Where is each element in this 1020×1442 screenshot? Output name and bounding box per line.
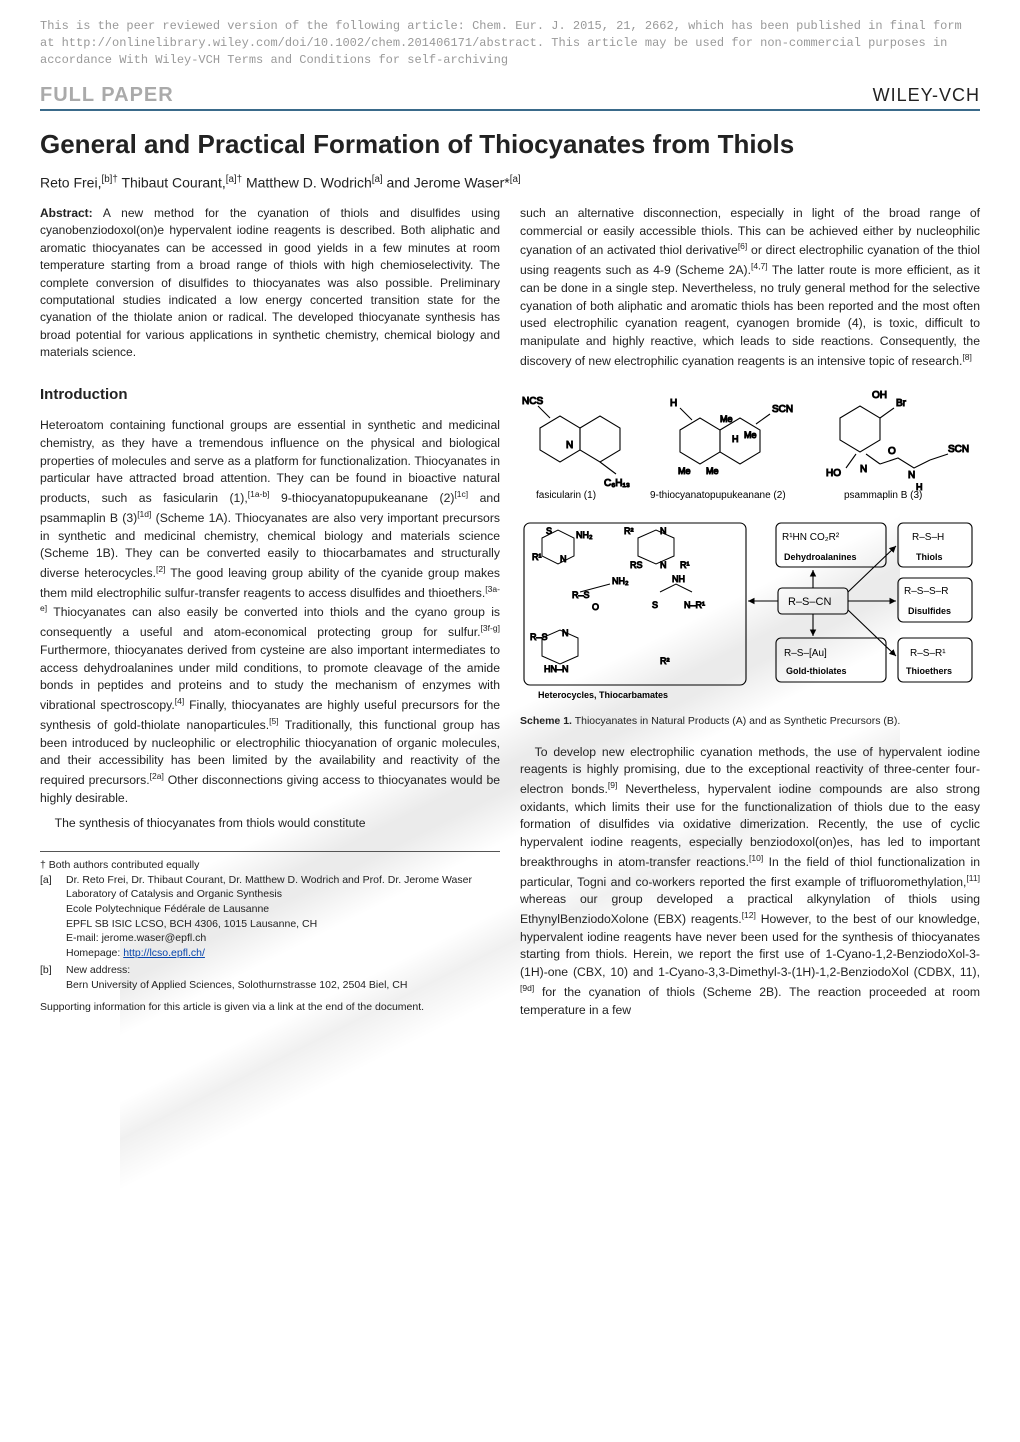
psammaplin-label: psammaplin B (3): [844, 490, 922, 501]
disulfides-label: Disulfides: [908, 606, 951, 616]
svg-text:R²: R²: [660, 656, 670, 666]
scheme-1-figure: NCS C₆H₁₃ N H SCN Me H Me Me Me OH Br HO: [520, 378, 980, 708]
svg-text:Br: Br: [896, 398, 907, 409]
gold-label: Gold-thiolates: [786, 666, 847, 676]
svg-text:R–S–S–R: R–S–S–R: [904, 586, 948, 597]
intro-paragraph-2: The synthesis of thiocyanates from thiol…: [40, 815, 500, 833]
svg-text:N–R¹: N–R¹: [684, 600, 705, 610]
svg-text:H: H: [732, 434, 739, 444]
svg-text:N: N: [660, 526, 667, 536]
fn-a-line0: Dr. Reto Frei, Dr. Thibaut Courant, Dr. …: [66, 873, 500, 888]
svg-text:R²: R²: [624, 526, 634, 536]
left-column: Abstract: A new method for the cyanation…: [40, 205, 500, 1027]
scheme-1-caption: Scheme 1. Thiocyanates in Natural Produc…: [520, 714, 980, 729]
svg-text:R¹: R¹: [532, 552, 542, 562]
svg-text:RS: RS: [630, 560, 643, 570]
svg-text:Me: Me: [744, 430, 757, 440]
svg-text:H: H: [670, 398, 677, 409]
svg-text:SCN: SCN: [772, 404, 793, 415]
svg-text:N: N: [860, 464, 867, 475]
svg-text:S: S: [652, 600, 658, 610]
svg-text:R–S: R–S: [530, 632, 548, 642]
paper-title: General and Practical Formation of Thioc…: [40, 129, 980, 160]
homepage-link[interactable]: http://lcso.epfl.ch/: [123, 947, 205, 959]
fasicularin-label: fasicularin (1): [536, 490, 596, 501]
svg-text:OH: OH: [872, 390, 887, 401]
svg-text:O: O: [888, 446, 896, 457]
homepage-label: Homepage:: [66, 947, 123, 959]
svg-text:R¹: R¹: [680, 560, 690, 570]
right-column: such an alternative disconnection, espec…: [520, 205, 980, 1027]
svg-text:R–S–[Au]: R–S–[Au]: [784, 648, 827, 659]
svg-text:NH: NH: [672, 574, 685, 584]
svg-text:NH₂: NH₂: [612, 576, 629, 586]
full-paper-label: FULL PAPER: [40, 84, 174, 107]
heterocycles-label: Heterocycles, Thiocarbamates: [538, 690, 668, 700]
fn-b-body: Bern University of Applied Sciences, Sol…: [66, 978, 500, 993]
dehydro-label: Dehydroalanines: [784, 552, 857, 562]
svg-text:NH₂: NH₂: [576, 530, 593, 540]
author-footnotes: † Both authors contributed equally [a] D…: [40, 851, 500, 1015]
svg-text:N: N: [660, 560, 667, 570]
svg-text:Me: Me: [706, 466, 719, 476]
fn-a-line3: EPFL SB ISIC LCSO, BCH 4306, 1015 Lausan…: [66, 917, 500, 932]
svg-text:N: N: [566, 440, 573, 451]
svg-text:HO: HO: [826, 468, 841, 479]
svg-text:R¹HN CO₂R²: R¹HN CO₂R²: [782, 532, 840, 543]
footnote-body-a: Dr. Reto Frei, Dr. Thibaut Courant, Dr. …: [66, 873, 500, 961]
svg-text:R–S–H: R–S–H: [912, 532, 944, 543]
svg-text:R–S–R¹: R–S–R¹: [910, 648, 946, 659]
pupukeanane-label: 9-thiocyanatopupukeanane (2): [650, 490, 786, 501]
abstract-block: Abstract: A new method for the cyanation…: [40, 205, 500, 362]
col2-paragraph-1: such an alternative disconnection, espec…: [520, 205, 980, 370]
svg-text:NCS: NCS: [522, 396, 543, 407]
col2-paragraph-2: To develop new electrophilic cyanation m…: [520, 744, 980, 1020]
svg-text:S: S: [546, 526, 552, 536]
svg-text:O: O: [592, 602, 599, 612]
footnote-equal: † Both authors contributed equally: [40, 858, 500, 873]
fn-a-line1: Laboratory of Catalysis and Organic Synt…: [66, 887, 500, 902]
svg-text:SCN: SCN: [948, 444, 969, 455]
introduction-heading: Introduction: [40, 384, 500, 406]
wiley-vch-label: WILEY-VCH: [873, 85, 980, 106]
thioethers-label: Thioethers: [906, 666, 952, 676]
fn-a-line2: Ecole Polytechnique Fédérale de Lausanne: [66, 902, 500, 917]
footnote-tag-b: [b]: [40, 963, 66, 992]
svg-text:Me: Me: [720, 414, 733, 424]
svg-text:N: N: [562, 628, 569, 638]
fn-b-label: New address:: [66, 963, 500, 978]
full-paper-bar: FULL PAPER WILEY-VCH: [40, 84, 980, 111]
svg-text:N: N: [560, 554, 567, 564]
svg-text:C₆H₁₃: C₆H₁₃: [604, 478, 630, 489]
footnote-body-b: New address: Bern University of Applied …: [66, 963, 500, 992]
footnote-supp: Supporting information for this article …: [40, 1000, 500, 1015]
svg-text:R–S–CN: R–S–CN: [788, 596, 831, 608]
svg-text:Me: Me: [678, 466, 691, 476]
intro-paragraph-1: Heteroatom containing functional groups …: [40, 417, 500, 807]
svg-text:N: N: [908, 470, 915, 481]
footnote-tag-a: [a]: [40, 873, 66, 961]
svg-text:HN–N: HN–N: [544, 664, 569, 674]
abstract-label: Abstract:: [40, 206, 93, 220]
authors-line: Reto Frei,[b]† Thibaut Courant,[a]† Matt…: [40, 174, 980, 191]
fn-a-line4: E-mail: jerome.waser@epfl.ch: [66, 931, 500, 946]
svg-text:R–S: R–S: [572, 590, 590, 600]
abstract-body: A new method for the cyanation of thiols…: [40, 206, 500, 359]
thiols-label: Thiols: [916, 552, 943, 562]
preprint-header-note: This is the peer reviewed version of the…: [0, 0, 1020, 72]
